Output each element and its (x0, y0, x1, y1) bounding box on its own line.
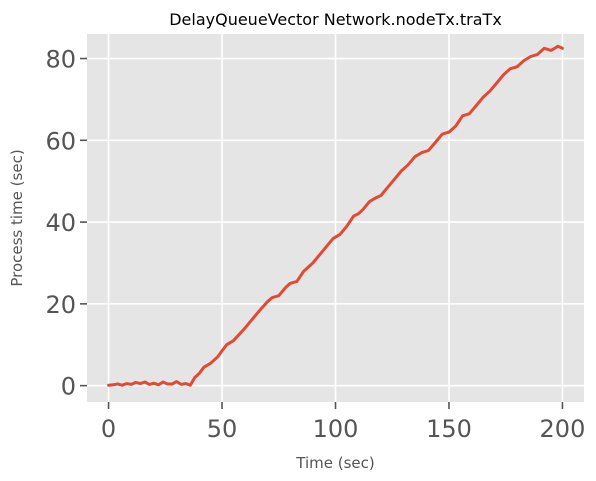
chart-title: DelayQueueVector Network.nodeTx.traTx (169, 10, 502, 29)
grid (87, 34, 584, 402)
x-tick-label: 50 (207, 415, 238, 443)
x-tick-label: 150 (426, 415, 472, 443)
x-tick-label: 100 (313, 415, 359, 443)
x-tick-label: 0 (101, 415, 116, 443)
x-axis-label: Time (sec) (295, 454, 374, 472)
y-tick-label: 20 (45, 291, 76, 319)
y-axis-ticks: 0 20 40 60 80 (45, 46, 87, 401)
x-tick-label: 200 (540, 415, 586, 443)
y-tick-label: 40 (45, 209, 76, 237)
y-axis-label: Process time (sec) (8, 149, 26, 286)
series-layer (107, 44, 564, 387)
y-tick-label: 80 (45, 46, 76, 74)
x-axis-ticks: 0 50 100 150 200 (101, 402, 585, 443)
series-line (107, 44, 564, 387)
y-tick-label: 0 (61, 373, 76, 401)
y-tick-label: 60 (45, 127, 76, 155)
